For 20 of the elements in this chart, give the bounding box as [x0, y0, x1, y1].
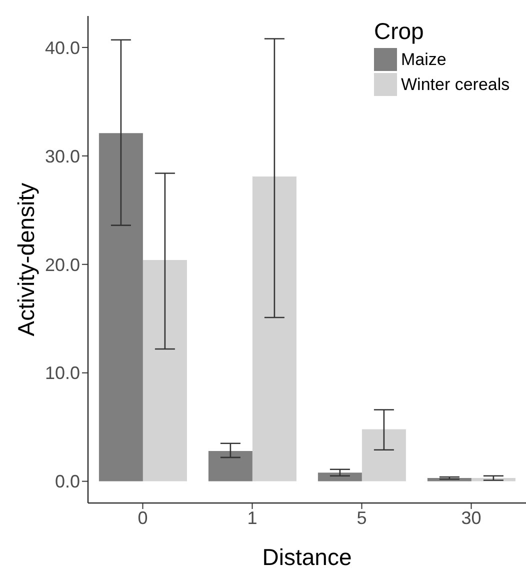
- x-tick-label: 30: [461, 508, 482, 528]
- bar: [362, 429, 406, 482]
- y-tick-label: 10.0: [44, 363, 80, 384]
- x-tick-label: 1: [247, 508, 258, 528]
- y-tick-label: 40.0: [44, 38, 80, 58]
- x-tick-label: 5: [356, 508, 367, 528]
- bar: [98, 133, 143, 482]
- legend-title: Crop: [374, 18, 425, 45]
- y-tick-label: 0.0: [54, 472, 80, 492]
- bar: [142, 260, 187, 482]
- x-axis-title: Distance: [262, 544, 352, 570]
- bar: [252, 176, 296, 482]
- legend-label: Maize: [401, 50, 446, 70]
- x-tick-label: 0: [138, 508, 148, 528]
- legend-label: Winter cereals: [401, 74, 510, 94]
- bar: [208, 450, 252, 482]
- y-tick-label: 20.0: [44, 254, 80, 275]
- bar: [318, 472, 362, 482]
- y-tick-label: 30.0: [44, 146, 80, 166]
- y-axis-title: Activity-density: [13, 182, 40, 336]
